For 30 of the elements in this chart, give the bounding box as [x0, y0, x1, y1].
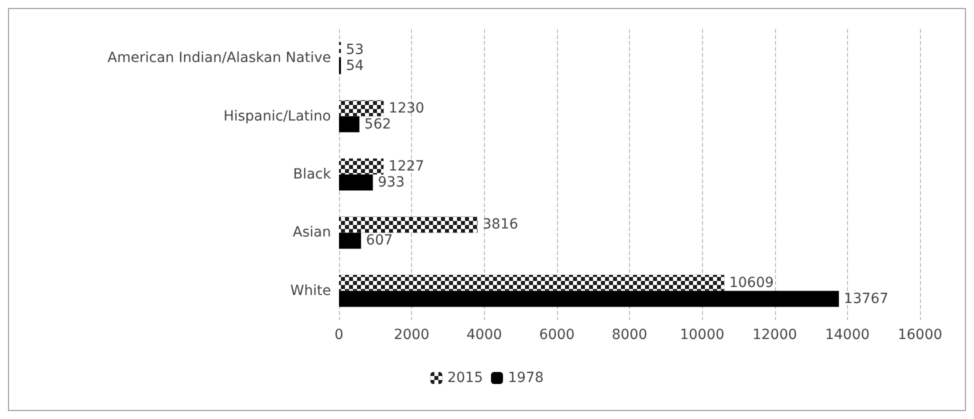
x-tick-label: 10000 [680, 327, 724, 343]
x-tick-label: 16000 [898, 327, 942, 343]
data-label: 54 [346, 58, 364, 74]
data-label: 562 [364, 116, 392, 132]
x-tick-label: 4000 [466, 327, 502, 343]
bar [339, 290, 839, 307]
data-label: 13767 [844, 290, 888, 307]
bar [339, 174, 373, 191]
x-tick-label: 0 [334, 327, 344, 343]
legend-label: 1978 [508, 370, 544, 386]
data-label: 3816 [482, 216, 518, 233]
x-tick-label: 6000 [539, 327, 575, 343]
y-tick-label: American Indian/Alaskan Native [108, 50, 331, 66]
y-tick-label: White [290, 282, 331, 299]
data-label: 1227 [388, 158, 424, 174]
x-tick-label: 14000 [825, 327, 870, 343]
y-tick-label: Asian [292, 224, 331, 241]
x-tick-label: 8000 [612, 327, 648, 343]
data-label: 53 [346, 42, 364, 58]
y-tick-label: Black [293, 166, 332, 182]
x-tick-label: 2000 [394, 327, 430, 343]
y-tick-label: Hispanic/Latino [223, 108, 331, 124]
data-label: 933 [378, 174, 405, 191]
legend-label: 2015 [447, 370, 484, 386]
data-label: 1230 [388, 100, 424, 116]
data-label: 10609 [729, 274, 774, 291]
bar [339, 232, 362, 249]
x-tick-label: 12000 [752, 327, 798, 343]
bar [339, 116, 360, 132]
data-label: 607 [366, 232, 393, 249]
